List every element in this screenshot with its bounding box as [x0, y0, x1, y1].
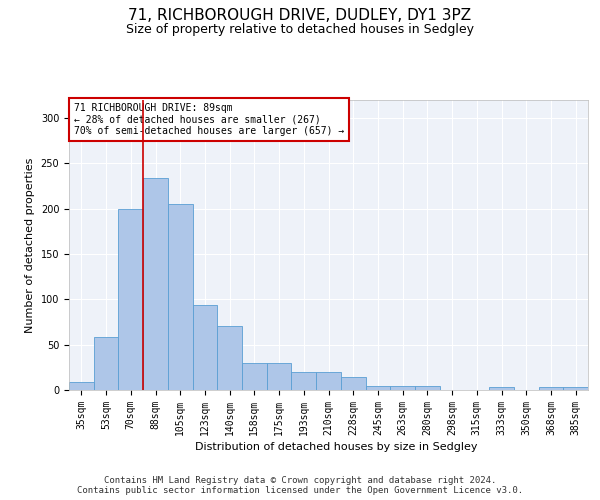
Bar — [390, 386, 415, 390]
Bar — [341, 378, 365, 390]
Bar — [217, 326, 242, 390]
Bar — [563, 388, 588, 390]
Bar — [267, 363, 292, 390]
Bar — [69, 382, 94, 390]
Text: 71 RICHBOROUGH DRIVE: 89sqm
← 28% of detached houses are smaller (267)
70% of se: 71 RICHBOROUGH DRIVE: 89sqm ← 28% of det… — [74, 103, 344, 136]
Text: 71, RICHBOROUGH DRIVE, DUDLEY, DY1 3PZ: 71, RICHBOROUGH DRIVE, DUDLEY, DY1 3PZ — [128, 8, 472, 22]
Bar — [292, 372, 316, 390]
Text: Size of property relative to detached houses in Sedgley: Size of property relative to detached ho… — [126, 22, 474, 36]
Bar — [118, 209, 143, 390]
Bar — [193, 305, 217, 390]
Bar — [316, 372, 341, 390]
Y-axis label: Number of detached properties: Number of detached properties — [25, 158, 35, 332]
Bar — [242, 363, 267, 390]
Bar — [143, 178, 168, 390]
Bar — [415, 386, 440, 390]
Bar — [168, 204, 193, 390]
Bar — [489, 388, 514, 390]
Bar — [94, 338, 118, 390]
Text: Contains HM Land Registry data © Crown copyright and database right 2024.
Contai: Contains HM Land Registry data © Crown c… — [77, 476, 523, 495]
Bar — [365, 386, 390, 390]
Text: Distribution of detached houses by size in Sedgley: Distribution of detached houses by size … — [195, 442, 477, 452]
Bar — [539, 388, 563, 390]
